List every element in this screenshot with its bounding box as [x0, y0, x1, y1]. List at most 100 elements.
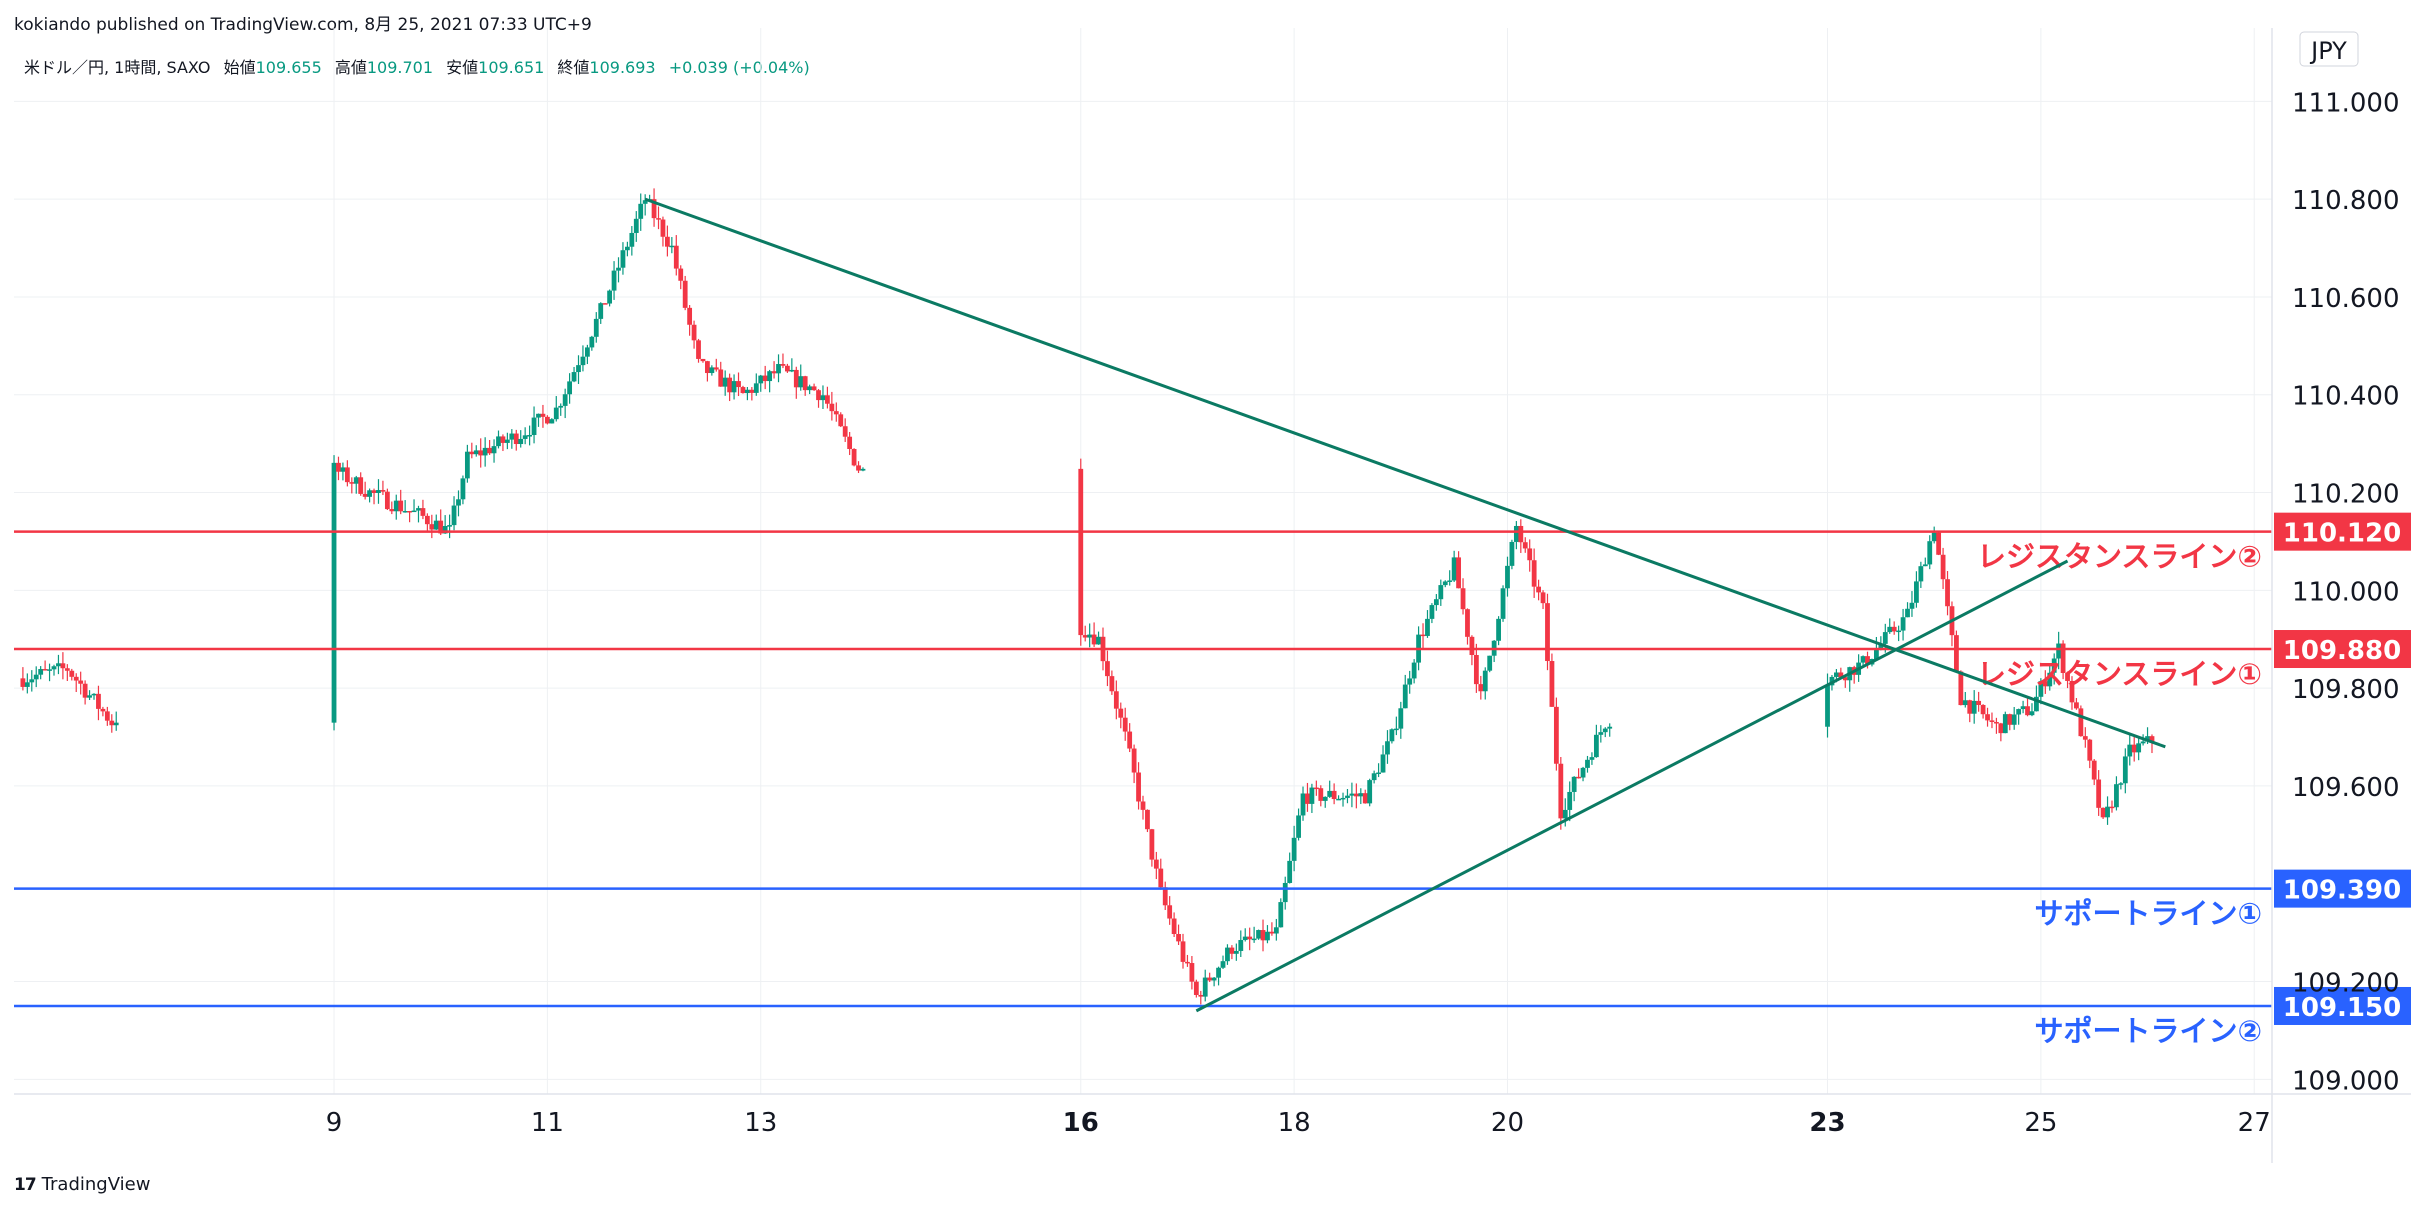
close-label: 終値 [557, 58, 590, 77]
change-value: +0.039 (+0.04%) [668, 58, 810, 77]
candle-body [2091, 760, 2097, 780]
candle-body [38, 669, 44, 675]
candle-body [1509, 541, 1515, 566]
x-tick-label: 20 [1491, 1108, 1524, 1138]
candle-body [1945, 579, 1950, 607]
candle-body [1309, 787, 1315, 804]
candle-body [2149, 736, 2155, 743]
candle-body [447, 525, 452, 527]
candle-body [829, 403, 835, 412]
candle-body [1989, 720, 1995, 722]
candle-body [669, 245, 675, 248]
candle-body [749, 389, 755, 393]
candle-body [1887, 626, 1893, 633]
candle-body [1193, 981, 1199, 995]
candle-body [2131, 744, 2137, 753]
candle-body [1985, 714, 1990, 721]
candle-body [1149, 829, 1155, 860]
y-tick-label: 110.400 [2292, 382, 2400, 412]
candle-body [2065, 672, 2070, 681]
candle-body [1553, 706, 1559, 764]
candle-body [558, 405, 564, 408]
candle-body [1078, 468, 1084, 636]
candle-body [1860, 656, 1866, 663]
candle-body [2029, 711, 2035, 716]
candle-body [1331, 790, 1337, 800]
candles [20, 188, 2155, 1005]
candle-body [100, 708, 106, 712]
price-badge [2274, 986, 2411, 1025]
candle-body [785, 365, 790, 372]
y-tick-label: 110.000 [2292, 577, 2400, 607]
candle-body [1305, 793, 1310, 804]
y-tick-label: 109.200 [2292, 969, 2400, 999]
candle-body [1589, 757, 1595, 760]
currency-label: JPY [2309, 37, 2347, 65]
x-tick-label: 13 [744, 1108, 777, 1138]
candle-body [656, 218, 661, 220]
candle-body [1402, 684, 1408, 709]
candle-body [1251, 938, 1257, 941]
price-chart[interactable]: レジスタンスライン② 110.120 レジスタンスライン① 109.880 サポートライ… [14, 28, 2411, 1163]
x-tick-label: 16 [1063, 1108, 1099, 1138]
candle-body [1838, 672, 1844, 678]
candle-body [469, 451, 475, 455]
candle-body [718, 369, 724, 387]
candle-body [696, 340, 701, 359]
candle-body [540, 413, 546, 417]
candle-body [691, 324, 697, 341]
resistance-line-label: レジスタンスライン② [1977, 540, 2262, 574]
candle-body [1425, 618, 1430, 636]
candle-body [1967, 700, 1973, 714]
candle-body [1118, 708, 1124, 718]
candle-body [1540, 592, 1546, 604]
candle-body [331, 462, 337, 723]
candle-body [2020, 706, 2026, 710]
candle-body [1318, 788, 1324, 801]
candle-body [1087, 634, 1093, 638]
low-value: 109.651 [478, 58, 545, 77]
candle-body [660, 219, 666, 237]
horizontal-lines: レジスタンスライン② 110.120 レジスタンスライン① 109.880 サポートライ… [14, 512, 2411, 1048]
candle-body [1580, 767, 1586, 778]
candle-body [2060, 643, 2066, 673]
y-tick-label: 109.600 [2292, 773, 2400, 803]
candle-body [1411, 662, 1417, 679]
candle-body [29, 679, 35, 683]
candle-body [1287, 860, 1293, 883]
candle-body [478, 450, 484, 456]
candle-body [438, 520, 444, 534]
candle-body [758, 375, 764, 384]
candle-body [1433, 599, 1439, 606]
candle-body [607, 290, 613, 304]
candle-body [2011, 714, 2017, 725]
candle-body [491, 446, 497, 454]
candle-body [1256, 930, 1261, 939]
footer-brand[interactable]: 17 TradingView [14, 1174, 150, 1195]
open-value: 109.655 [255, 58, 322, 77]
candle-body [709, 367, 715, 374]
axes: 109.000 109.200 109.600 109.800 110.000 110.2… [14, 28, 2411, 1163]
candle-body [1189, 963, 1195, 982]
candle-body [82, 683, 88, 698]
candle-body [1598, 732, 1604, 735]
candle-body [1109, 676, 1115, 692]
candle-body [1202, 977, 1208, 997]
grid [14, 28, 2272, 1094]
candle-body [1082, 635, 1088, 638]
candle-body [353, 477, 359, 484]
candle-body [602, 303, 608, 305]
trendlines [644, 197, 2166, 1013]
candle-body [487, 447, 493, 454]
y-tick-label: 110.200 [2292, 480, 2400, 510]
y-tick-label: 111.000 [2292, 88, 2400, 118]
candle-body [64, 668, 70, 671]
candle-body [762, 375, 768, 382]
candle-body [598, 303, 604, 319]
candle-body [1487, 655, 1493, 671]
candle-body [1976, 700, 1982, 705]
candle-body [851, 448, 857, 466]
candle-body [2100, 807, 2106, 818]
x-tick-label: 27 [2238, 1108, 2271, 1138]
candle-body [2042, 681, 2048, 687]
